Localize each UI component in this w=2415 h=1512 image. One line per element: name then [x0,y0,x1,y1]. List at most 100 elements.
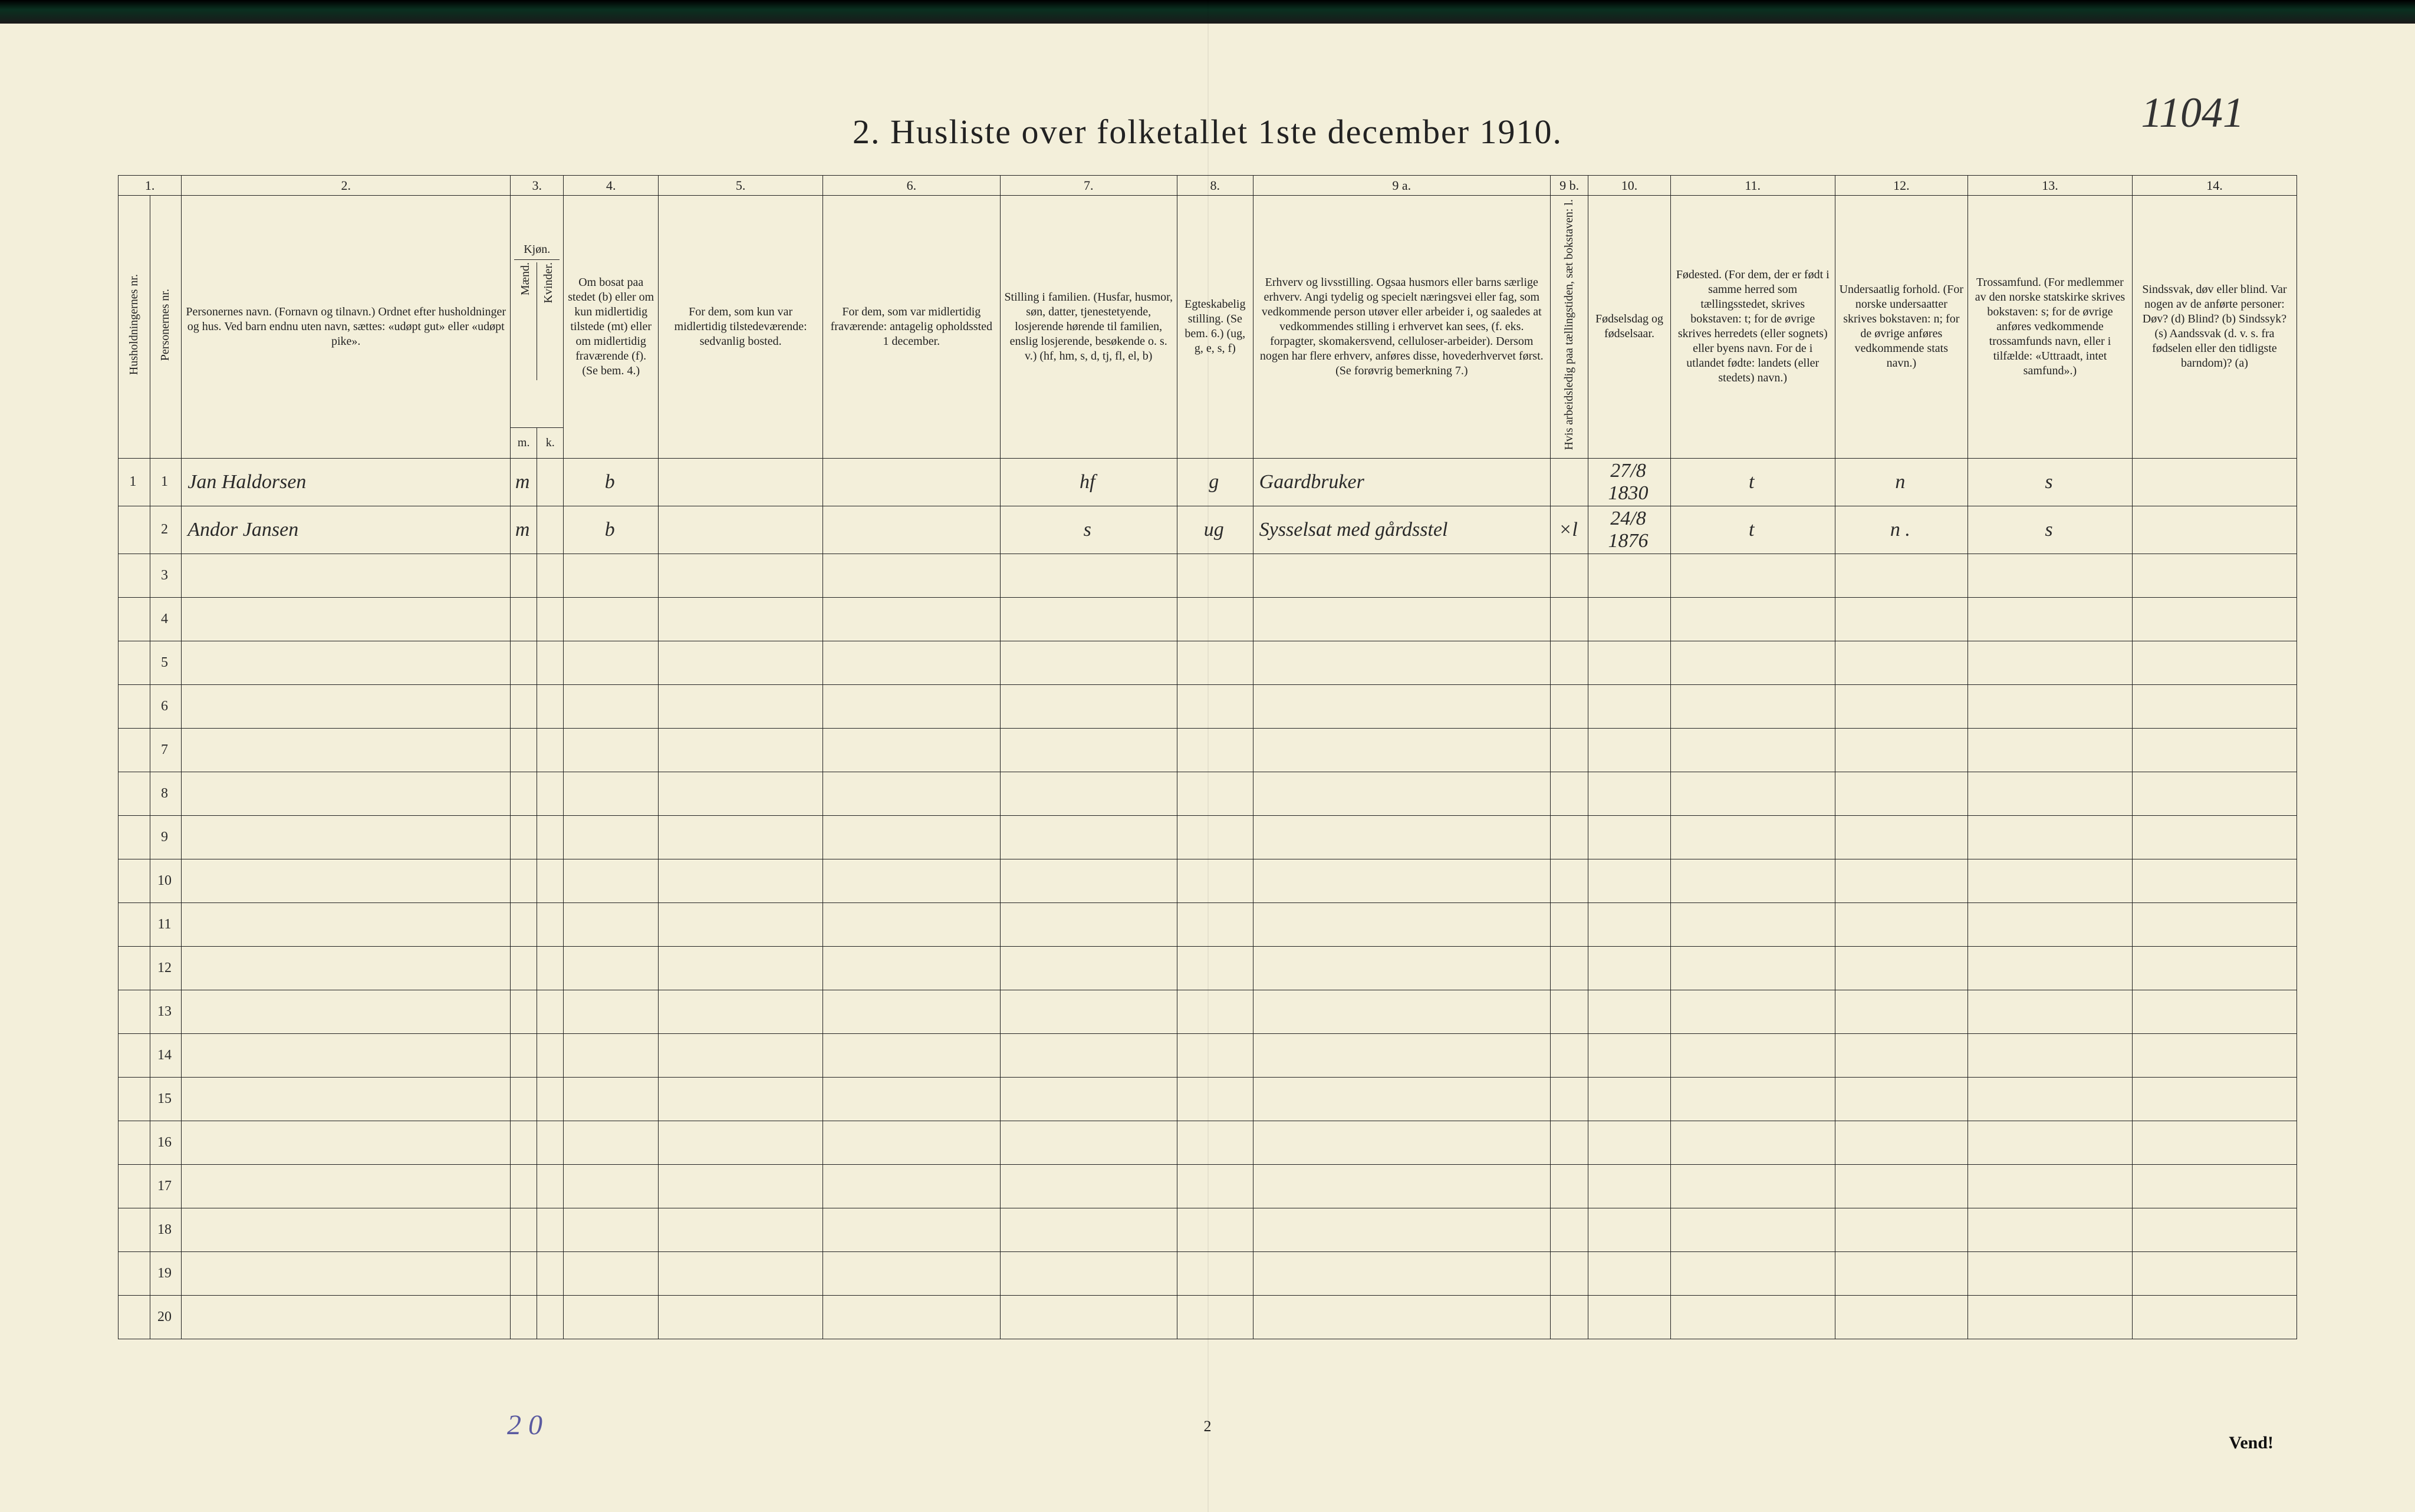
cell-blank [2132,554,2296,597]
cell-blank [1000,728,1177,772]
cell-sex_k [537,458,564,506]
cell-blank [1670,684,1835,728]
cell-blank [2132,859,2296,902]
cell-blank: 9 [150,815,182,859]
cell-blank [1670,1033,1835,1077]
cell-blank [1588,990,1670,1033]
colnum: 14. [2132,176,2296,196]
cell-blank [1967,1121,2132,1164]
cell-blank [511,597,537,641]
cell-blank [1000,902,1177,946]
cell-blank [1550,990,1588,1033]
colnum: 8. [1177,176,1253,196]
cell-blank [1588,902,1670,946]
cell-blank: 13 [150,990,182,1033]
cell-blank [1670,1077,1835,1121]
cell-blank [1000,597,1177,641]
cell-bosat: b [564,458,659,506]
cell-blank [537,597,564,641]
cell-blank [1670,1121,1835,1164]
cell-pn: 1 [150,458,182,506]
cell-blank [823,1251,1000,1295]
cell-blank [119,1251,150,1295]
cell-pn: 2 [150,506,182,554]
cell-blank [823,859,1000,902]
cell-blank [1835,902,1967,946]
cell-undersaat: n . [1835,506,1967,554]
cell-blank [1550,684,1588,728]
cell-blank [1253,1208,1550,1251]
cell-blank [2132,815,2296,859]
cell-blank [1835,641,1967,684]
cell-blank [2132,1077,2296,1121]
colnum: 10. [1588,176,1670,196]
cell-blank [1177,641,1253,684]
cell-blank [659,990,823,1033]
cell-blank [1550,597,1588,641]
cell-blank [537,1033,564,1077]
cell-blank [1550,1251,1588,1295]
cell-blank [1670,772,1835,815]
cell-blank [1177,1077,1253,1121]
cell-blank [1670,946,1835,990]
cell-blank [2132,946,2296,990]
cell-blank [1177,1295,1253,1339]
cell-blank [823,684,1000,728]
cell-blank [2132,902,2296,946]
cell-blank [1835,990,1967,1033]
cell-blank: 12 [150,946,182,990]
cell-blank [119,772,150,815]
cell-blank [537,554,564,597]
cell-blank: 20 [150,1295,182,1339]
cell-blank [1550,1208,1588,1251]
cell-blank [1000,859,1177,902]
cell-blank [119,684,150,728]
cell-blank [1000,1121,1177,1164]
cell-c5 [659,458,823,506]
cell-blank [1177,1164,1253,1208]
cell-blank [511,990,537,1033]
cell-blank [119,1033,150,1077]
cell-blank [1177,902,1253,946]
cell-sex_k [537,506,564,554]
header-navn: Personernes navn. (Fornavn og tilnavn.) … [182,196,511,459]
cell-blank [1253,554,1550,597]
cell-blank [537,1164,564,1208]
cell-blank [823,554,1000,597]
cell-blank: 19 [150,1251,182,1295]
cell-blank [182,554,511,597]
cell-blank [564,946,659,990]
cell-blank [1967,1033,2132,1077]
cell-blank [1588,946,1670,990]
cell-blank [1835,946,1967,990]
cell-blank [1670,1295,1835,1339]
cell-sex_m: m [511,506,537,554]
cell-c5 [659,506,823,554]
cell-blank [119,1164,150,1208]
cell-egt: g [1177,458,1253,506]
cell-name: Andor Jansen [182,506,511,554]
cell-c14 [2132,458,2296,506]
cell-blank [659,641,823,684]
cell-blank [537,1208,564,1251]
cell-blank [1670,990,1835,1033]
cell-blank [119,1121,150,1164]
cell-blank [1253,990,1550,1033]
cell-blank [1967,728,2132,772]
cell-blank [564,641,659,684]
cell-c6 [823,506,1000,554]
cell-blank [823,597,1000,641]
header-husholdning-nr: Husholdningernes nr. [119,196,150,459]
cell-blank [1253,946,1550,990]
cell-blank: 11 [150,902,182,946]
cell-blank [659,728,823,772]
cell-blank [182,990,511,1033]
cell-blank [1177,859,1253,902]
cell-egt: ug [1177,506,1253,554]
cell-blank [182,1121,511,1164]
cell-blank [1253,902,1550,946]
cell-blank [659,859,823,902]
cell-blank [182,728,511,772]
header-midl-fravaer: For dem, som var midlertidig fraværende:… [823,196,1000,459]
cell-erhverv: Sysselsat med gårdsstel [1253,506,1550,554]
